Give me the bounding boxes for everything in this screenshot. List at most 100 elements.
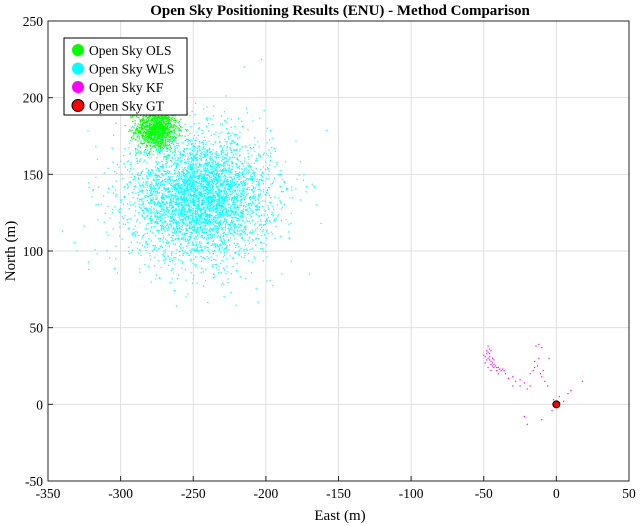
data-point (225, 248, 227, 250)
data-point (230, 232, 232, 234)
data-point (219, 180, 221, 182)
data-point (240, 256, 243, 258)
data-point (152, 133, 154, 135)
data-point (210, 215, 213, 217)
data-point (140, 198, 142, 201)
data-point (248, 204, 250, 206)
data-point (171, 211, 173, 213)
data-point (190, 168, 192, 170)
data-point (274, 150, 276, 152)
data-point (147, 209, 149, 211)
data-point (171, 196, 173, 198)
data-point (160, 184, 162, 186)
data-point (154, 166, 157, 168)
data-point (109, 257, 111, 259)
data-point (209, 221, 211, 224)
data-point (150, 187, 152, 189)
data-point (168, 171, 170, 173)
data-point (239, 212, 241, 214)
data-point (224, 196, 226, 198)
data-point (145, 131, 147, 133)
data-point (251, 182, 253, 184)
data-point (252, 197, 254, 199)
data-point (169, 120, 171, 122)
data-point (210, 191, 212, 194)
data-point (139, 146, 141, 149)
data-point (168, 139, 171, 141)
data-point (154, 135, 156, 137)
data-point (273, 218, 276, 220)
data-point (202, 203, 204, 206)
data-point (172, 176, 174, 178)
data-point (178, 216, 181, 218)
data-point (260, 193, 262, 195)
data-point (270, 183, 272, 185)
data-point (162, 227, 164, 229)
data-point (142, 117, 144, 119)
data-point (245, 226, 247, 228)
data-point (159, 118, 161, 120)
data-point (174, 238, 177, 240)
data-point (201, 215, 203, 217)
data-point (244, 184, 246, 186)
data-point (143, 140, 145, 142)
data-point (150, 227, 152, 229)
data-point (158, 135, 160, 137)
data-point (204, 169, 206, 171)
data-point (167, 227, 170, 229)
data-point (158, 123, 160, 125)
data-point (208, 182, 210, 184)
data-point (151, 173, 153, 175)
data-point (238, 184, 241, 186)
data-point (215, 168, 217, 170)
data-point (134, 120, 136, 122)
data-point (154, 211, 156, 213)
data-point (141, 135, 143, 137)
data-point (146, 192, 148, 194)
data-point (206, 207, 208, 209)
data-point (151, 134, 153, 136)
data-point (211, 219, 213, 221)
data-point (150, 157, 152, 159)
data-point (112, 192, 115, 194)
data-point (237, 229, 239, 231)
data-point (198, 149, 201, 151)
data-point (242, 231, 244, 233)
data-point (169, 118, 171, 121)
data-point (237, 194, 239, 196)
data-point (236, 148, 238, 150)
data-point (94, 249, 96, 251)
data-point (188, 208, 191, 210)
data-point (192, 158, 194, 161)
data-point (141, 190, 143, 192)
data-point (171, 268, 173, 270)
data-point (145, 126, 147, 128)
data-point (202, 186, 204, 188)
data-point (201, 182, 203, 184)
data-point (182, 213, 185, 215)
data-point (214, 245, 216, 248)
data-point (174, 115, 176, 117)
data-point (209, 220, 211, 222)
data-point (154, 119, 156, 121)
data-point (204, 231, 206, 233)
data-point (157, 223, 159, 225)
data-point (224, 203, 226, 205)
data-point (267, 214, 269, 216)
data-point (159, 139, 161, 142)
data-point (157, 142, 159, 144)
data-point (191, 110, 193, 113)
data-point (203, 152, 205, 154)
data-point (246, 183, 249, 185)
data-point (129, 142, 131, 144)
data-point (211, 185, 213, 187)
data-point (203, 208, 205, 210)
data-point (159, 153, 161, 155)
data-point (113, 134, 115, 136)
data-point (97, 219, 99, 221)
data-point (217, 165, 220, 167)
data-point (178, 198, 180, 200)
data-point (136, 157, 138, 159)
data-point (103, 221, 105, 223)
data-point (136, 127, 138, 129)
